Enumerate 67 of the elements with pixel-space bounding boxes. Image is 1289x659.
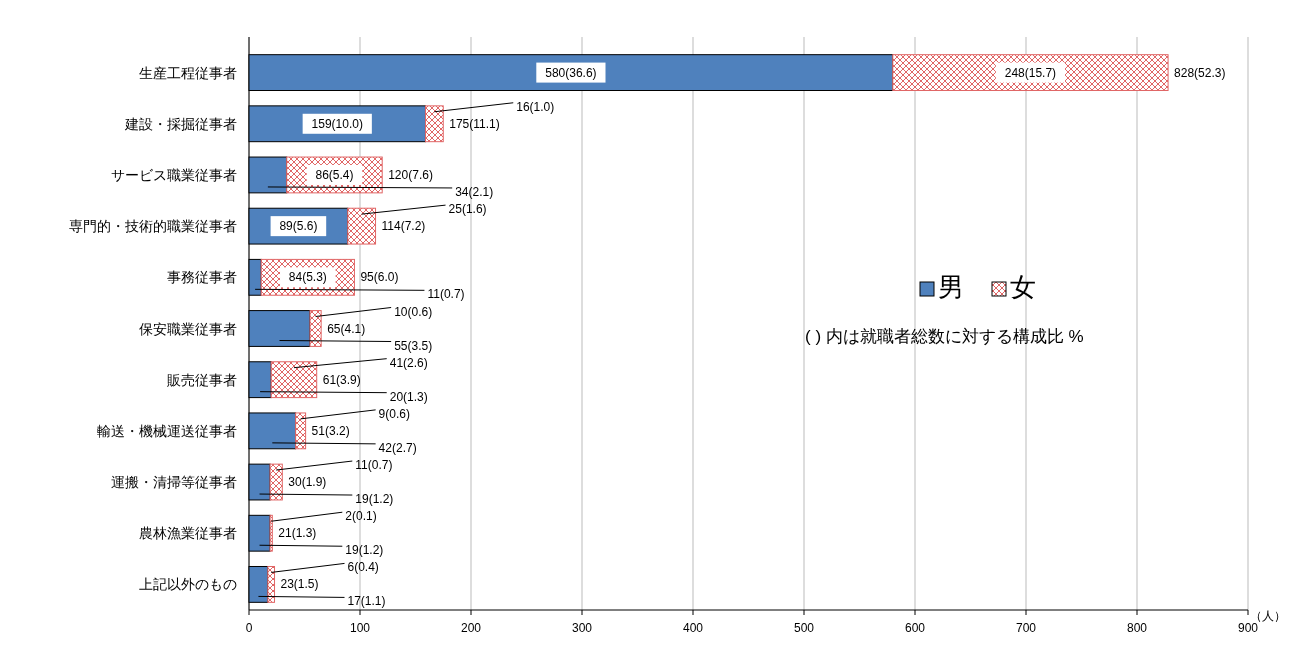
data-label: 84(5.3) <box>288 270 327 285</box>
data-label: 20(1.3) <box>389 389 428 404</box>
annotation: ( ) 内は就職者総数に対する構成比 % <box>805 327 1084 346</box>
bar <box>270 361 318 399</box>
data-label: 159(10.0) <box>311 116 363 131</box>
data-label: 19(1.2) <box>355 492 394 507</box>
data-label: 2(0.1) <box>345 509 377 524</box>
legend-label: 男 <box>938 272 964 302</box>
data-label: 25(1.6) <box>448 202 487 217</box>
y-tick-label: 生産工程従事者 <box>139 64 237 81</box>
data-label: 9(0.6) <box>378 406 410 421</box>
data-label: 55(3.5) <box>394 338 433 353</box>
y-tick-label: 輸送・機械運送従事者 <box>97 422 237 439</box>
data-label: 248(15.7) <box>1004 65 1057 80</box>
total-label: 30(1.9) <box>288 475 327 490</box>
data-label: 6(0.4) <box>347 560 379 575</box>
total-label: 114(7.2) <box>381 219 426 234</box>
y-tick-label: 運搬・清掃等従事者 <box>111 474 237 491</box>
total-label: 21(1.3) <box>278 526 317 541</box>
y-tick-label: 専門的・技術的職業従事者 <box>69 218 237 235</box>
x-tick-label: 600 <box>904 621 926 635</box>
bar <box>269 463 283 501</box>
bar <box>295 412 307 450</box>
y-tick-label: 上記以外のもの <box>139 576 237 593</box>
data-label: 11(0.7) <box>427 287 465 302</box>
y-tick-label: 事務従事者 <box>167 269 237 286</box>
x-tick-label: 200 <box>460 621 482 635</box>
x-tick-label: 400 <box>682 621 704 635</box>
bar <box>269 514 273 552</box>
y-tick-label: 建設・採掘従事者 <box>124 115 237 132</box>
bar <box>424 105 444 143</box>
total-label: 120(7.6) <box>388 167 433 182</box>
data-label: 16(1.0) <box>516 99 555 114</box>
bar <box>892 54 1169 91</box>
total-label: 51(3.2) <box>311 423 350 438</box>
total-label: 828(52.3) <box>1174 65 1226 80</box>
data-label: 34(2.1) <box>455 184 494 199</box>
x-axis-title: （人） <box>1250 609 1286 623</box>
x-tick-label: 800 <box>1126 621 1148 635</box>
data-label: 86(5.4) <box>315 167 354 182</box>
x-tick-label: 300 <box>571 621 593 635</box>
x-tick-label: 500 <box>793 621 815 635</box>
x-tick-label: 0 <box>245 621 253 635</box>
data-label: 19(1.2) <box>345 543 384 558</box>
data-label: 10(0.6) <box>394 304 433 319</box>
total-label: 175(11.1) <box>449 116 500 131</box>
bar <box>309 310 322 347</box>
legend-label: 女 <box>1010 272 1036 302</box>
total-label: 61(3.9) <box>322 372 361 387</box>
bar <box>267 566 276 603</box>
total-label: 23(1.5) <box>280 577 319 592</box>
data-label: 580(36.6) <box>545 65 597 80</box>
total-label: 95(6.0) <box>360 270 399 285</box>
x-tick-label: 100 <box>349 621 371 635</box>
y-tick-label: 農林漁業従事者 <box>139 525 237 542</box>
data-label: 42(2.7) <box>378 440 417 455</box>
x-tick-label: 700 <box>1015 621 1037 635</box>
y-tick-label: 保安職業従事者 <box>139 320 237 337</box>
data-label: 41(2.6) <box>389 355 428 370</box>
data-label: 11(0.7) <box>355 458 393 473</box>
data-label: 89(5.6) <box>279 219 318 234</box>
y-tick-label: サービス職業従事者 <box>111 166 237 183</box>
data-label: 17(1.1) <box>347 594 386 609</box>
bar <box>347 207 377 245</box>
x-tick-label: 900 <box>1237 621 1259 635</box>
y-tick-label: 販売従事者 <box>167 371 237 388</box>
total-label: 65(4.1) <box>327 321 366 336</box>
